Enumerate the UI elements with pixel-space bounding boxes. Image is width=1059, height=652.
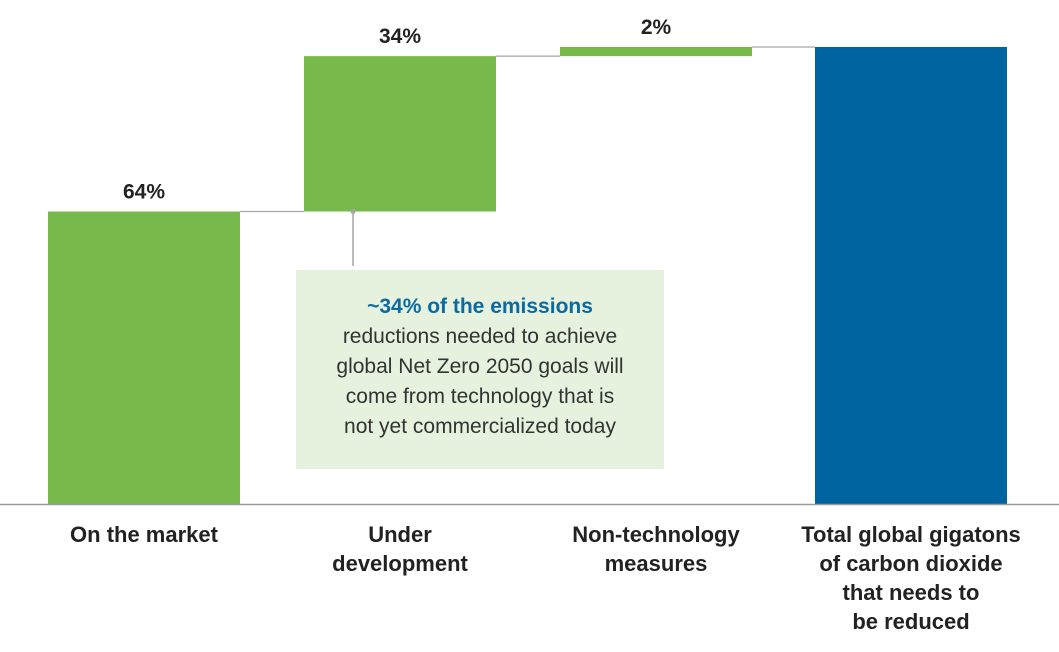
category-label-total-reduction: Total global gigatons of carbon dioxide … [801, 522, 1021, 634]
category-label-non-technology-measures: Non-technology measures [572, 522, 740, 576]
bar-under-development [304, 56, 496, 212]
annotation-callout-box: ~34% of the emissions reductions needed … [296, 270, 664, 469]
category-label-on-the-market: On the market [70, 522, 218, 547]
bar-on-the-market [48, 211, 240, 504]
category-label-under-development: Under development [332, 522, 468, 576]
annotation-pointer-dot [350, 209, 356, 215]
data-label-under-development: 34% [379, 25, 421, 48]
annotation-highlight: ~34% of the emissions [367, 295, 593, 318]
annotation-text: reductions needed to achieve global Net … [336, 325, 624, 438]
chart-bars [48, 47, 1007, 504]
data-label-non-technology-measures: 2% [641, 16, 672, 39]
bar-total-reduction [815, 47, 1007, 504]
value-labels: 64% 34% 2% [123, 16, 672, 204]
data-label-on-the-market: 64% [123, 181, 165, 204]
bar-non-technology-measures [560, 47, 752, 57]
connector-lines [240, 46, 815, 213]
